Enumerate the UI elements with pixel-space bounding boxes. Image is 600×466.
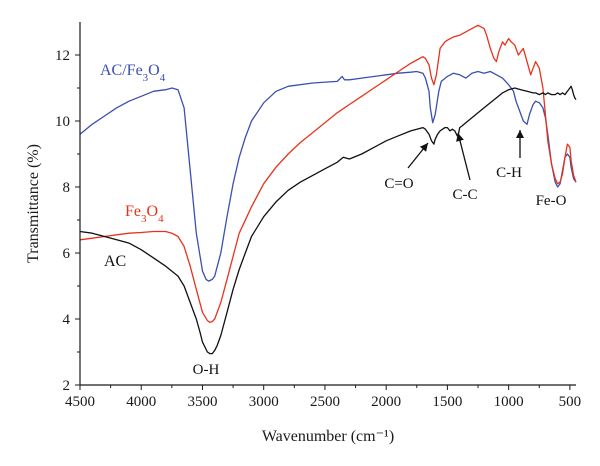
y-ticks-group: 2 4 6 8 10 12: [55, 48, 80, 394]
x-tick-label: 2500: [310, 394, 340, 410]
series-label-2: AC: [104, 253, 126, 270]
x-tick-label: 4500: [65, 394, 95, 410]
x-tick-label: 1000: [494, 394, 524, 410]
y-tick-label: 12: [55, 48, 70, 64]
series-labels-group: AC/Fe3O4 Fe3O4 AC: [100, 62, 166, 270]
series-line-1: [79, 24, 577, 323]
annotation-arrowhead: [456, 133, 464, 142]
x-tick-label: 1500: [432, 394, 462, 410]
y-tick-label: 2: [63, 378, 71, 394]
annotation-label: C-H: [496, 165, 522, 181]
y-axis-title: Transmittance (%): [25, 144, 42, 263]
x-tick-label: 2000: [371, 394, 401, 410]
y-tick-label: 8: [63, 180, 71, 196]
annotation-arrowhead: [516, 130, 524, 138]
annotation-label: C-C: [452, 187, 477, 203]
annotation-label: C=O: [384, 176, 413, 192]
y-tick-label: 6: [63, 246, 71, 262]
plot-series-group: [79, 24, 577, 355]
annotation-label: O-H: [193, 362, 220, 378]
series-line-0: [79, 70, 577, 282]
x-tick-label: 3000: [249, 394, 279, 410]
series-line-2: [79, 85, 577, 355]
annotation-arrow: [457, 132, 471, 181]
x-tick-label: 500: [559, 394, 582, 410]
annotations-group: O-H C=O C-C C-H Fe-O: [193, 130, 567, 378]
x-axis-title: Wavenumber (cm⁻¹): [262, 428, 394, 445]
y-tick-label: 10: [55, 114, 70, 130]
y-tick-label: 4: [63, 312, 71, 328]
x-ticks-group: 4500 4000 3500 3000 2500 2000 1500 1000 500: [65, 385, 581, 410]
annotation-arrowhead: [419, 143, 428, 152]
x-tick-label: 4000: [126, 394, 156, 410]
series-label-0: AC/Fe3O4: [100, 62, 166, 84]
annotation-label: Fe-O: [536, 193, 567, 209]
axes-group: [79, 22, 576, 386]
x-tick-label: 3500: [187, 394, 217, 410]
series-label-1: Fe3O4: [125, 203, 164, 225]
